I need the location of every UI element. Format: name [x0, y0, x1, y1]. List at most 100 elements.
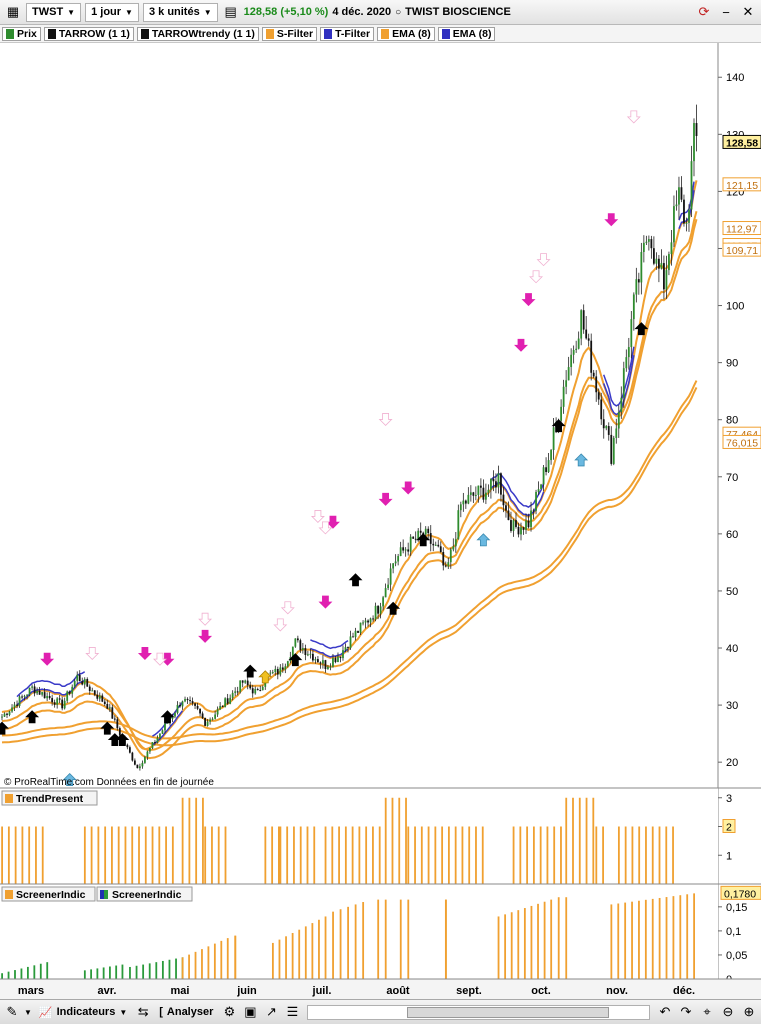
screener-bar [624, 902, 627, 979]
trend-filter-line [490, 472, 545, 508]
candle-body [78, 674, 81, 682]
candle-body [434, 544, 437, 546]
document-icon[interactable]: ▤ [224, 4, 237, 19]
candle-body [424, 528, 427, 535]
candle-body [444, 565, 447, 567]
candle-body [33, 686, 36, 694]
trend-filter-line [16, 671, 86, 698]
legend-item[interactable]: Prix [2, 26, 41, 41]
refresh-icon[interactable]: ⟳ [698, 4, 710, 19]
candle-body [683, 199, 685, 224]
zoom-fit-icon[interactable]: ⌖ [703, 1004, 711, 1019]
candle-body [600, 399, 603, 420]
candle-body [542, 467, 545, 485]
candle-body [688, 209, 690, 223]
x-tick-label: sept. [456, 985, 482, 997]
screener-bar [610, 904, 613, 979]
price-label-box [722, 177, 761, 192]
candle-body [660, 263, 663, 269]
screener-bar [135, 965, 138, 979]
legend-item[interactable]: S-Filter [261, 26, 318, 41]
candle-body [635, 279, 638, 295]
ticker-select[interactable]: TWST ▼ [26, 2, 82, 22]
y-tick-label: 0,05 [726, 950, 747, 962]
candle-body [399, 547, 402, 557]
x-tick-label: avr. [98, 985, 117, 997]
candle-body [522, 527, 525, 530]
legend-item[interactable]: T-Filter [320, 26, 375, 41]
analyze-button[interactable]: [Analyser [155, 1003, 217, 1022]
signal-down-arrow [536, 253, 551, 267]
candle-body [96, 694, 99, 699]
horizontal-scrollbar[interactable] [307, 1004, 650, 1020]
screener-bar [226, 938, 229, 979]
redo-icon[interactable]: ↷ [680, 1004, 692, 1019]
signal-up-arrow [574, 453, 589, 467]
trend-bar [204, 826, 207, 884]
candle-body [206, 721, 209, 726]
candle-body [241, 680, 244, 683]
screener-bar [175, 958, 177, 979]
trend-bar [441, 826, 444, 884]
zoom-out-icon[interactable]: ⊖ [722, 1004, 734, 1019]
indicators-button[interactable]: 📈 Indicateurs ▼ [35, 1003, 131, 1022]
drawing-tool-icon[interactable]: ✎ [6, 1004, 18, 1019]
candle-body [454, 539, 457, 547]
screenshot-icon[interactable]: ▣ [244, 1004, 257, 1019]
trend-bar [117, 826, 120, 884]
signal-up-arrow [25, 710, 40, 724]
candle-body [73, 680, 76, 687]
undo-icon[interactable]: ↶ [659, 1004, 671, 1019]
screener-bar [148, 963, 151, 979]
signal-down-arrow [529, 270, 544, 284]
candle-body [194, 703, 196, 706]
legend-item[interactable]: TARROWtrendy (1 1) [136, 26, 259, 41]
candle-body [575, 348, 578, 351]
candle-body [274, 668, 277, 673]
legend-item[interactable]: EMA (8) [437, 26, 496, 41]
candle-body [507, 510, 510, 521]
candle-body [615, 428, 618, 438]
minimize-icon[interactable]: − [722, 4, 730, 20]
chevron-down-icon[interactable]: ▼ [24, 1007, 32, 1017]
legend-item[interactable]: EMA (8) [377, 26, 435, 41]
trend-bar [512, 826, 515, 884]
trend-bar [211, 826, 213, 884]
candle-body [342, 650, 344, 659]
candle-body [472, 492, 475, 496]
x-tick-label: août [386, 985, 410, 997]
trend-bar [188, 797, 191, 884]
candle-body [637, 279, 640, 283]
trend-bar [602, 826, 604, 884]
trend-bar [14, 826, 17, 884]
current-value-label: 0,1780 [724, 888, 756, 900]
scroll-thumb[interactable] [407, 1006, 609, 1018]
candle-body [565, 380, 568, 387]
interval-select[interactable]: 1 jour ▼ [85, 2, 139, 22]
signal-up-arrow [476, 533, 491, 547]
candle-body [11, 707, 13, 712]
screener-bar [362, 902, 365, 979]
trend-bar [398, 797, 401, 884]
y-tick-label: 30 [726, 700, 738, 712]
signal-up-arrow [634, 322, 649, 336]
zoom-in-icon[interactable]: ⊕ [743, 1004, 755, 1019]
panel-title: ScreenerIndic [112, 889, 182, 901]
trend-icon[interactable]: ↗ [265, 1004, 277, 1019]
candle-body [41, 692, 44, 695]
close-icon[interactable]: ✕ [742, 4, 754, 19]
units-select[interactable]: 3 k unités ▼ [142, 2, 218, 22]
share-icon[interactable]: ⇆ [137, 1004, 149, 1019]
signal-up-arrow [416, 533, 431, 547]
list-icon[interactable]: ☰ [286, 1004, 299, 1019]
y-tick-label: 80 [726, 415, 738, 427]
settings-icon[interactable]: ⚙ [223, 1004, 236, 1019]
legend-item[interactable]: TARROW (1 1) [43, 26, 134, 41]
signal-up-arrow [160, 710, 175, 724]
trend-bar [672, 826, 674, 884]
candle-body [322, 660, 324, 664]
screener-bar [543, 901, 546, 979]
screener-bar [46, 962, 49, 979]
candle-body [590, 340, 593, 373]
panel-title-box [1, 790, 98, 806]
